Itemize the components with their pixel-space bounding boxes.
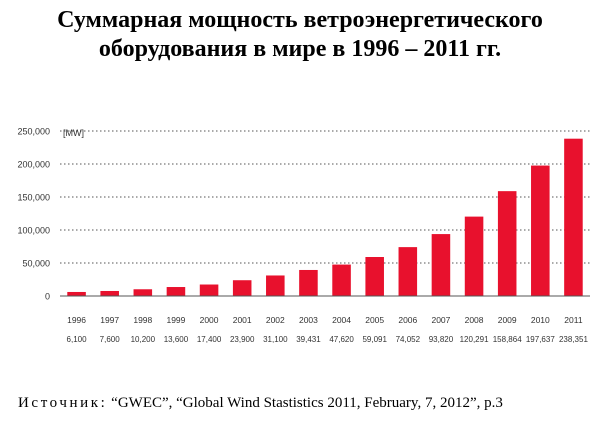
x-tick-label: 2007 [431,315,450,325]
chart-title: Суммарная мощность ветроэнергетического … [0,6,600,64]
bars [67,138,583,296]
value-label: 74,052 [396,335,421,344]
value-label: 39,431 [296,335,321,344]
x-tick-label: 2000 [200,315,219,325]
source-note: Источник: “GWEC”, “Global Wind Stastisti… [18,395,503,412]
value-label: 7,600 [100,335,121,344]
bar [365,256,384,296]
value-label: 10,200 [131,335,156,344]
x-tick-label: 2001 [233,315,252,325]
source-text: “GWEC”, “Global Wind Stastistics 2011, F… [111,395,503,411]
x-tick-label: 2009 [498,315,517,325]
value-label: 31,100 [263,335,288,344]
value-label: 47,620 [329,335,354,344]
y-tick-label: 150,000 [17,193,50,203]
x-tick-label: 2003 [299,315,318,325]
x-tick-label: 1996 [67,315,86,325]
value-label: 120,291 [460,335,489,344]
x-tick-label: 2004 [332,315,351,325]
y-axis-unit-label: [MW] [63,128,84,138]
bar-chart: 0 50,000 100,000 150,000 200,000 250,000 [MW]… [17,127,590,344]
bar [332,264,351,296]
x-tick-label: 1999 [166,315,185,325]
bar [497,191,517,296]
value-label: 23,900 [230,335,255,344]
value-label: 59,091 [362,335,387,344]
value-label: 158,864 [493,335,522,344]
source-label: Источник: [18,395,108,411]
x-tick-label: 2005 [365,315,384,325]
value-label: 13,600 [164,335,189,344]
bar [531,165,550,296]
chart-title-line-2: оборудования в мире в 1996 – 2011 гг. [98,36,502,62]
x-tick-label: 2011 [564,315,583,325]
bar [431,234,451,296]
bar [398,247,418,296]
x-tick-label: 2008 [465,315,484,325]
value-label: 17,400 [197,335,222,344]
x-tick-label: 2006 [398,315,417,325]
bar [464,216,484,296]
chart-title-line-1: Суммарная мощность ветроэнергетического [57,7,543,33]
bar [199,284,219,296]
value-label: 6,100 [67,335,88,344]
bar [100,290,119,296]
y-tick-label: 250,000 [17,127,50,137]
x-tick-label: 2002 [266,315,285,325]
y-tick-label: 100,000 [17,226,50,236]
value-label: 93,820 [429,335,454,344]
x-tick-label: 1998 [133,315,152,325]
bar [299,269,318,296]
value-labels: 6,100 7,600 10,200 13,600 17,400 23,900 31,100… [67,335,589,344]
bar [564,138,583,296]
value-label: 197,637 [526,335,555,344]
grid-lines [60,130,590,264]
y-tick-label: 200,000 [17,160,50,170]
bar [133,289,153,296]
x-tick-label: 1997 [100,315,119,325]
bar [266,275,285,296]
y-tick-label: 0 [45,292,50,302]
value-label: 238,351 [559,335,588,344]
bar [67,291,86,296]
y-axis-tick-labels: 0 50,000 100,000 150,000 200,000 250,000 [17,127,50,302]
bar [232,280,252,296]
bar [166,287,186,296]
x-axis-tick-labels: 1996 1997 1998 1999 2000 2001 2002 2003 2004 2005… [67,315,583,325]
y-tick-label: 50,000 [22,259,50,269]
x-tick-label: 2010 [531,315,550,325]
